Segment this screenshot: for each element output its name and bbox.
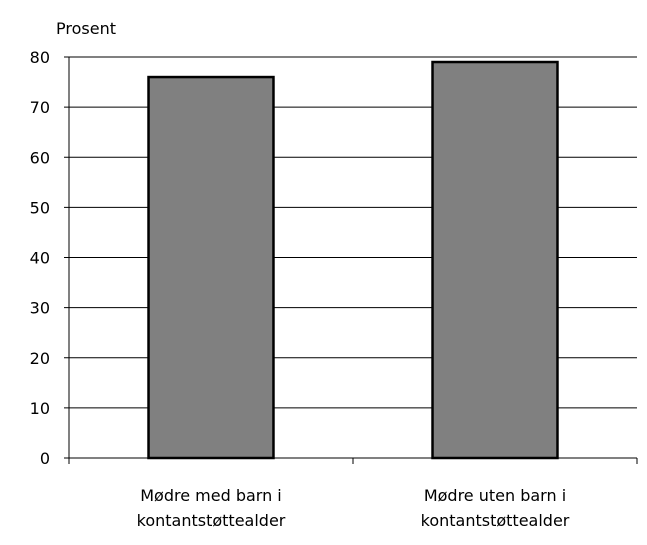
y-axis-ticks: 0 10 20 30 40 50 60 70 80 xyxy=(30,48,69,468)
bar-0 xyxy=(147,75,275,460)
y-tick-label-10: 10 xyxy=(30,399,50,418)
y-tick-label-0: 0 xyxy=(40,449,50,468)
category-label-1-line-1: kontantstøttealder xyxy=(421,511,570,530)
bar-1 xyxy=(431,60,559,460)
y-axis-title: Prosent xyxy=(56,19,116,38)
y-tick-label-80: 80 xyxy=(30,48,50,67)
category-label-0-line-0: Mødre med barn i xyxy=(140,486,282,505)
axes xyxy=(68,57,638,464)
y-tick-label-50: 50 xyxy=(30,198,50,217)
y-tick-label-40: 40 xyxy=(30,249,50,268)
y-tick-label-70: 70 xyxy=(30,98,50,117)
y-tick-label-60: 60 xyxy=(30,148,50,167)
y-tick-label-20: 20 xyxy=(30,349,50,368)
category-labels: Mødre med barn i kontantstøttealder Mødre … xyxy=(137,486,570,530)
y-tick-label-30: 30 xyxy=(30,299,50,318)
category-label-0-line-1: kontantstøttealder xyxy=(137,511,286,530)
category-label-1-line-0: Mødre uten barn i xyxy=(424,486,566,505)
bars xyxy=(147,60,559,460)
